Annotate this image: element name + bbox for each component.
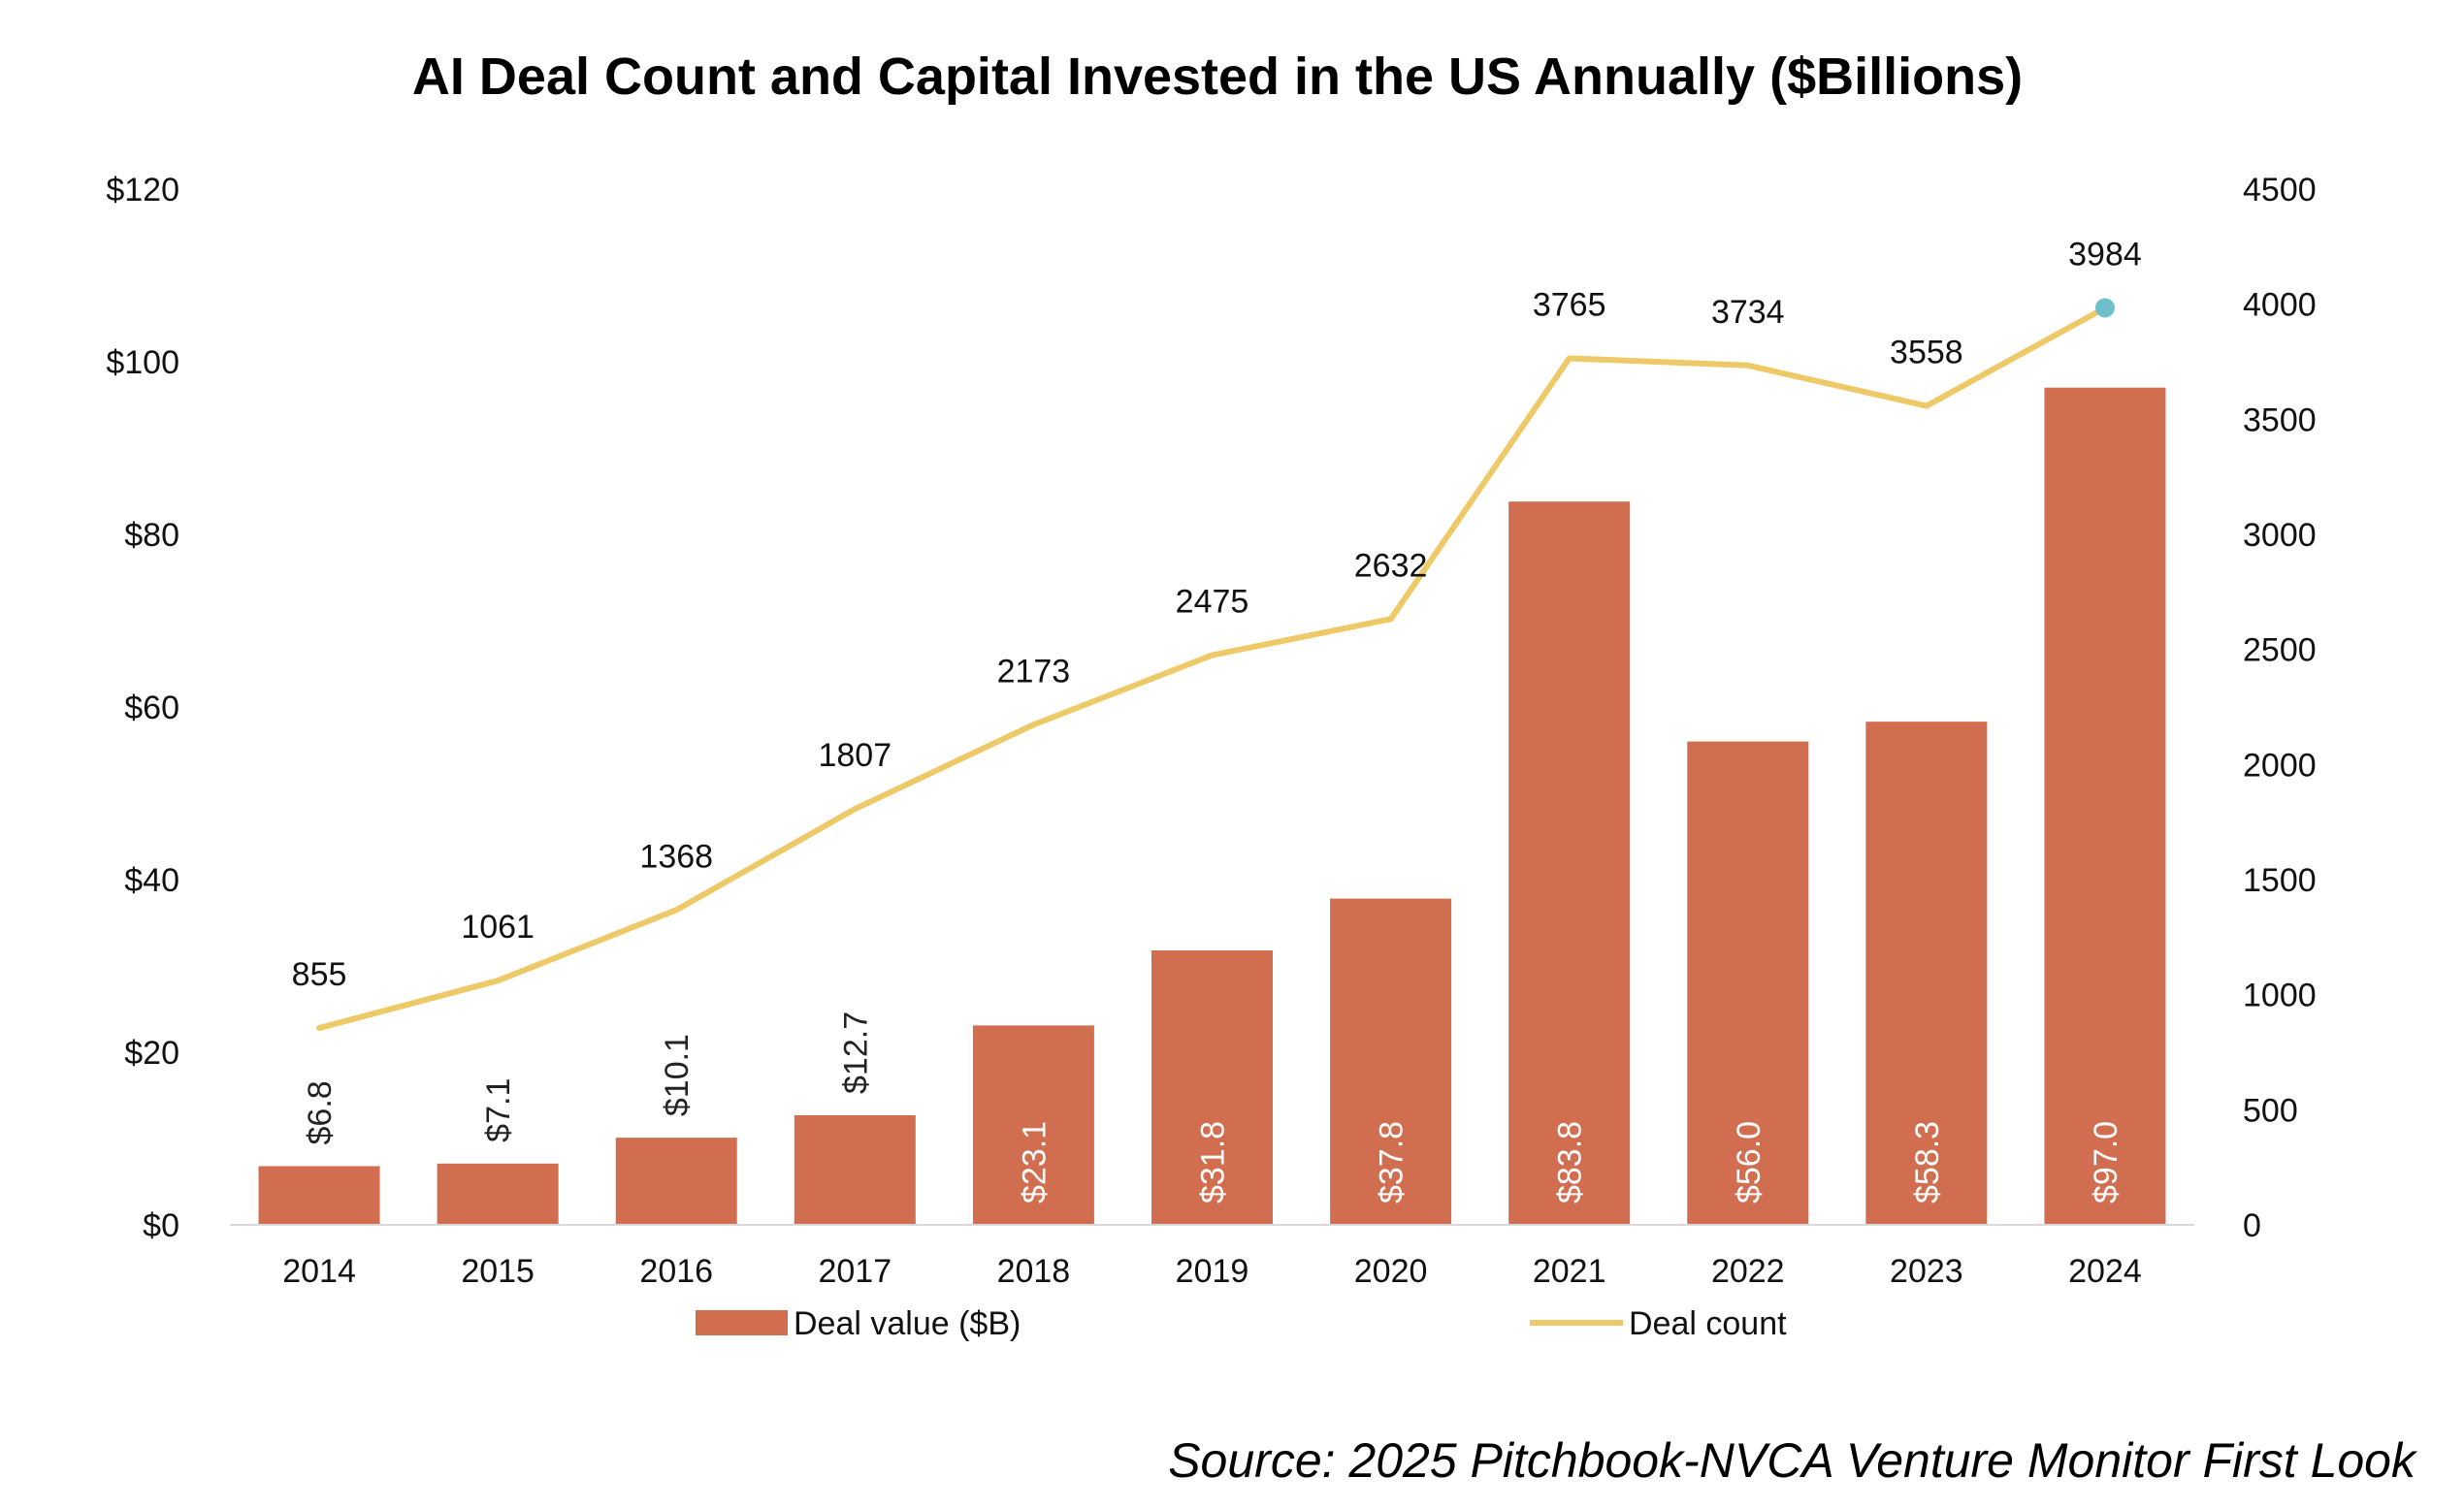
left-axis-tick-label: $100 [106, 344, 179, 381]
right-axis-tick-label: 4000 [2243, 287, 2317, 324]
right-axis-tick-label: 4500 [2243, 172, 2317, 209]
left-axis-tick-label: $60 [124, 690, 179, 726]
line-data-label: 3734 [1711, 294, 1785, 331]
bar-data-label: $83.8 [1552, 1121, 1589, 1204]
legend-label-deal-count: Deal count [1629, 1305, 1787, 1342]
bar-deal-value [972, 1025, 1094, 1225]
bar-deal-value [258, 1166, 380, 1225]
left-axis-tick-label: $80 [124, 517, 179, 554]
left-axis-tick-label: $20 [124, 1035, 179, 1072]
bar-deal-value [794, 1114, 916, 1225]
bar-data-label: $58.3 [1909, 1121, 1946, 1204]
bar-data-label: $37.8 [1374, 1121, 1410, 1204]
bar-data-label: $23.1 [1016, 1121, 1053, 1204]
bar-deal-value [1508, 501, 1631, 1225]
bar-data-label: $97.0 [2088, 1121, 2124, 1204]
line-data-label: 2632 [1354, 547, 1428, 584]
bar-data-label: $31.8 [1195, 1121, 1232, 1204]
x-axis-category-label: 2022 [1711, 1253, 1785, 1290]
line-data-label: 855 [292, 956, 347, 993]
right-axis-tick-label: 1000 [2243, 978, 2317, 1014]
bar-data-label: $7.1 [480, 1078, 517, 1142]
x-axis-category-label: 2024 [2068, 1253, 2142, 1290]
line-data-label: 1807 [818, 737, 892, 774]
right-axis-tick-label: 3000 [2243, 517, 2317, 554]
right-axis-tick-label: 500 [2243, 1092, 2298, 1129]
right-axis-tick-label: 3500 [2243, 401, 2317, 438]
bar-data-label: $12.7 [837, 1011, 874, 1094]
right-axis-tick-label: 2000 [2243, 747, 2317, 784]
right-axis-tick-label: 0 [2243, 1207, 2261, 1244]
bar-deal-value [1151, 949, 1273, 1225]
bar-deal-value [1687, 741, 1809, 1225]
x-axis-category-label: 2019 [1176, 1253, 1249, 1290]
right-axis-tick-label: 1500 [2243, 862, 2317, 899]
legend-label-deal-value: Deal value ($B) [794, 1305, 1021, 1342]
x-axis-category-label: 2014 [282, 1253, 356, 1290]
right-axis-ticks: 0 500 1000 1500 2000 2500 3000 3500 4000 4500 [2243, 172, 2317, 1244]
source-note: Source: 2025 Pitchbook-NVCA Venture Moni… [1168, 1433, 2418, 1488]
left-axis-tick-label: $0 [143, 1207, 179, 1244]
left-axis-tick-label: $40 [124, 862, 179, 899]
line-data-label: 3765 [1533, 286, 1606, 323]
bars-layer [258, 387, 2166, 1225]
bar-deal-value [1865, 722, 1988, 1225]
left-axis-ticks: $0 $20 $40 $60 $80 $100 $120 [106, 172, 179, 1244]
right-axis-tick-label: 2500 [2243, 632, 2317, 669]
line-layer [316, 298, 2115, 1032]
line-data-label: 1061 [461, 909, 535, 946]
line-data-label: 2475 [1176, 584, 1249, 621]
bar-data-label: $6.8 [302, 1080, 339, 1144]
line-data-label: 3558 [1890, 335, 1963, 371]
line-deal-count [316, 305, 2108, 1032]
bar-deal-value [437, 1163, 559, 1225]
x-axis-category-label: 2015 [461, 1253, 535, 1290]
bar-data-label: $56.0 [1731, 1121, 1767, 1204]
x-axis-category-label: 2020 [1354, 1253, 1428, 1290]
line-point-highlight [2094, 298, 2115, 318]
bar-deal-value [615, 1138, 737, 1225]
x-axis-category-label: 2017 [818, 1253, 892, 1290]
x-axis-category-label: 2016 [639, 1253, 713, 1290]
legend-swatch-deal-value [696, 1310, 788, 1335]
line-data-label: 3984 [2068, 236, 2142, 273]
chart-title: AI Deal Count and Capital Invested in th… [412, 48, 2023, 106]
x-axis-category-label: 2023 [1890, 1253, 1963, 1290]
bar-deal-value [1330, 898, 1452, 1225]
category-labels: 2014 2015 2016 2017 2018 2019 2020 2021 2022 2023… [282, 1253, 2142, 1290]
bar-data-label: $10.1 [659, 1034, 696, 1116]
line-data-label: 1368 [639, 838, 713, 875]
bar-deal-value [2044, 387, 2166, 1225]
line-data-label: 2173 [997, 653, 1071, 690]
x-axis-category-label: 2021 [1533, 1253, 1606, 1290]
x-axis-category-label: 2018 [997, 1253, 1071, 1290]
bar-labels-layer: $6.8 $7.1 $10.1 $12.7 $23.1 $31.8 $37.8 $83.8 $5… [302, 1011, 2124, 1204]
legend: Deal value ($B) Deal count [696, 1305, 1787, 1342]
left-axis-tick-label: $120 [106, 172, 179, 209]
line-labels-layer: 855 1061 1368 1807 2173 2475 2632 3765 3734 3558 3… [292, 236, 2142, 993]
